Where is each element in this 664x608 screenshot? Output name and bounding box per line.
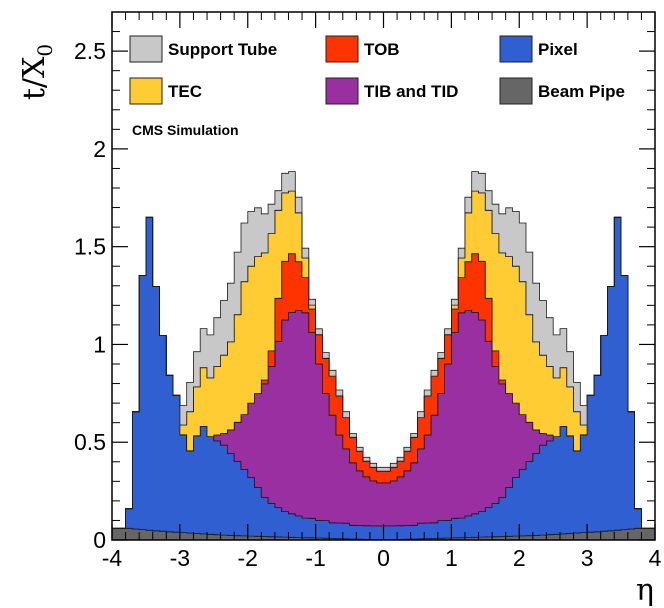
legend-swatch-tib-and-tid xyxy=(325,77,359,105)
cms-simulation-annotation: CMS Simulation xyxy=(132,122,239,138)
legend-swatch-beam-pipe xyxy=(499,77,533,105)
y-tick-label: 1.5 xyxy=(74,234,106,260)
x-axis-title: η xyxy=(636,573,654,608)
legend-swatch-tec xyxy=(129,77,163,105)
x-tick-label: -4 xyxy=(102,545,123,571)
y-axis-title: t/X0 xyxy=(17,44,57,100)
legend-label-tec: TEC xyxy=(168,82,202,101)
legend-label-pixel: Pixel xyxy=(538,40,578,59)
legend-label-support-tube: Support Tube xyxy=(168,40,277,59)
x-tick-label: -1 xyxy=(305,545,325,571)
x-tick-label: 0 xyxy=(377,545,390,571)
axis-ticks: -4 -3 -2 -1 0 1 2 3 4 0 0.5 1 1.5 2 2.5 xyxy=(74,12,662,571)
stacked-areas xyxy=(111,171,656,541)
x-tick-label: 4 xyxy=(649,545,662,571)
legend-swatch-pixel xyxy=(499,35,533,63)
x-tick-label: -2 xyxy=(238,545,258,571)
y-tick-label: 0 xyxy=(93,527,106,553)
legend-label-tib-and-tid: TIB and TID xyxy=(364,82,458,101)
legend: Support Tube TOB Pixel TEC TIB and TID Beam P… xyxy=(129,35,625,105)
y-tick-label: 2.5 xyxy=(74,38,106,64)
legend-swatch-tob xyxy=(325,35,359,63)
x-tick-label: 2 xyxy=(513,545,526,571)
legend-swatch-support-tube xyxy=(129,35,163,63)
legend-label-beam-pipe: Beam Pipe xyxy=(538,82,625,101)
series-area-support-tube xyxy=(112,171,655,529)
y-tick-label: 1 xyxy=(93,331,106,357)
y-tick-label: 0.5 xyxy=(74,429,106,455)
y-tick-label: 2 xyxy=(93,136,106,162)
x-tick-label: 1 xyxy=(445,545,458,571)
legend-label-tob: TOB xyxy=(364,40,400,59)
x-tick-label: 3 xyxy=(581,545,594,571)
x-tick-label: -3 xyxy=(170,545,190,571)
